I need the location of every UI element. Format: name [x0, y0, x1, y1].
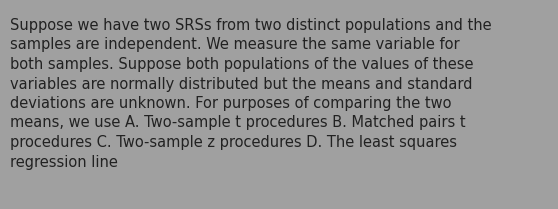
Text: procedures C. Two-sample z procedures D. The least squares: procedures C. Two-sample z procedures D.…: [10, 135, 457, 150]
Text: both samples. Suppose both populations of the values of these: both samples. Suppose both populations o…: [10, 57, 474, 72]
Text: means, we use A. Two-sample t procedures B. Matched pairs t: means, we use A. Two-sample t procedures…: [10, 116, 465, 130]
Text: Suppose we have two SRSs from two distinct populations and the: Suppose we have two SRSs from two distin…: [10, 18, 492, 33]
Text: samples are independent. We measure the same variable for: samples are independent. We measure the …: [10, 37, 460, 52]
Text: regression line: regression line: [10, 154, 118, 169]
Text: variables are normally distributed but the means and standard: variables are normally distributed but t…: [10, 76, 473, 92]
Text: deviations are unknown. For purposes of comparing the two: deviations are unknown. For purposes of …: [10, 96, 451, 111]
